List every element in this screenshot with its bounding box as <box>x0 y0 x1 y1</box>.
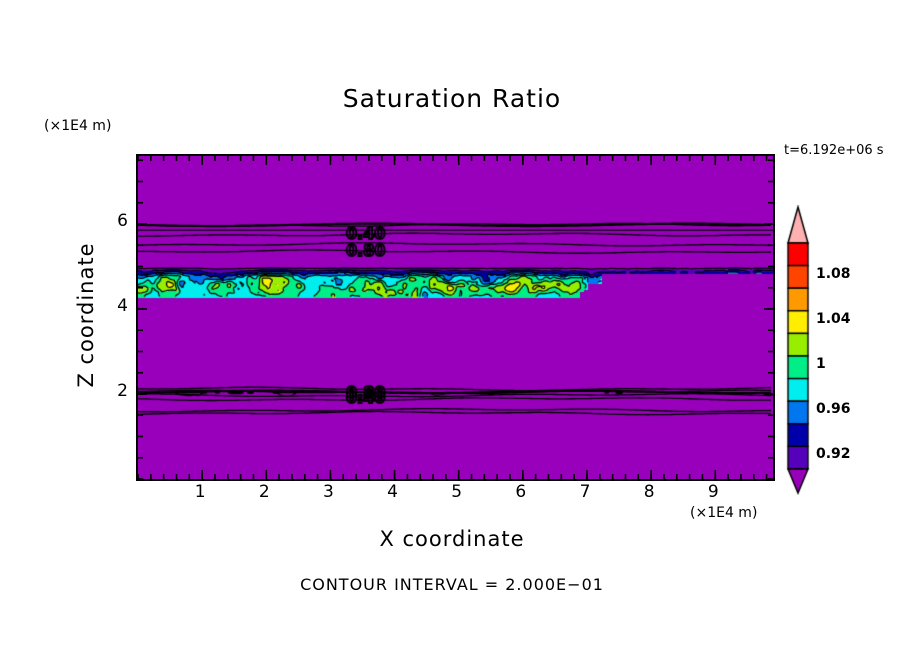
colorbar-tick-label: 1.08 <box>816 265 851 282</box>
saturation-ratio-field <box>138 156 773 479</box>
x-tick-label: 5 <box>451 482 463 502</box>
contour-interval-caption: CONTOUR INTERVAL = 2.000E−01 <box>300 575 604 594</box>
x-tick-label: 4 <box>387 482 398 502</box>
x-tick-label: 7 <box>579 482 591 502</box>
colorbar-tick-label: 0.92 <box>816 446 851 463</box>
y-axis-unit-label: (×1E4 m) <box>44 118 112 134</box>
x-tick-label: 6 <box>515 482 527 502</box>
contour-plot-area <box>136 154 775 481</box>
colorbar-gradient <box>782 205 814 495</box>
y-tick-label: 6 <box>117 211 128 231</box>
colorbar-tick-label: 1.04 <box>816 310 851 327</box>
x-axis-unit-label: (×1E4 m) <box>690 505 758 521</box>
colorbar-tick-label: 1 <box>816 355 826 372</box>
colorbar-labels: 1.08 1.04 1 0.96 0.92 <box>816 205 896 495</box>
x-axis-ticks: 1 2 3 4 5 6 7 8 9 <box>136 482 771 508</box>
x-axis-title: X coordinate <box>379 527 525 551</box>
x-tick-label: 3 <box>323 482 334 502</box>
y-axis-title-wrap: Z coordinate <box>74 215 102 405</box>
chart-title: Saturation Ratio <box>342 84 562 113</box>
x-tick-label: 1 <box>194 482 206 502</box>
timestamp-label: t=6.192e+06 s <box>784 143 884 158</box>
y-axis-title: Z coordinate <box>74 242 98 388</box>
x-tick-label: 9 <box>707 482 719 502</box>
y-tick-label: 2 <box>117 381 128 401</box>
colorbar <box>782 205 814 495</box>
x-tick-label: 8 <box>643 482 655 502</box>
y-axis-ticks: 2 4 6 <box>92 154 128 477</box>
x-tick-label: 2 <box>258 482 270 502</box>
colorbar-tick-label: 0.96 <box>816 401 851 418</box>
y-tick-label: 4 <box>117 296 128 316</box>
